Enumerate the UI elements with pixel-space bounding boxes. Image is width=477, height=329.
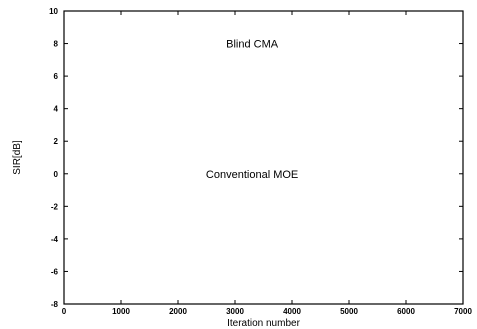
x-tick-label: 3000	[226, 307, 244, 316]
plot-frame	[63, 10, 464, 305]
x-tick-label: 2000	[169, 307, 187, 316]
y-tick-label: 0	[54, 170, 59, 179]
y-tick-label: 2	[54, 137, 59, 146]
y-tick-label: -4	[51, 235, 59, 244]
x-tick-label: 1000	[112, 307, 130, 316]
x-tick-label: 7000	[454, 307, 472, 316]
x-tick-label: 0	[62, 307, 67, 316]
y-tick-label: 8	[54, 40, 59, 49]
x-axis-label: Iteration number	[227, 318, 300, 329]
y-tick-label: -2	[51, 202, 59, 211]
x-tick-label: 5000	[340, 307, 358, 316]
y-tick-label: -8	[51, 300, 59, 309]
y-axis-label: SIR[dB]	[12, 140, 23, 175]
annotation-label: Conventional MOE	[206, 169, 298, 181]
y-tick-label: 4	[54, 105, 59, 114]
annotations: Blind CMA Conventional MOE	[206, 39, 298, 181]
annotation-label: Blind CMA	[226, 39, 279, 51]
y-axis: -8 -6 -4 -2 0 2 4 6 8 10	[49, 7, 463, 309]
x-axis: 0 1000 2000 3000 4000 5000 6000 7000	[62, 11, 472, 316]
y-tick-label: -6	[51, 267, 59, 276]
y-tick-label: 6	[54, 72, 59, 81]
y-tick-label: 10	[49, 7, 58, 16]
x-tick-label: 4000	[283, 307, 301, 316]
x-tick-label: 6000	[397, 307, 415, 316]
